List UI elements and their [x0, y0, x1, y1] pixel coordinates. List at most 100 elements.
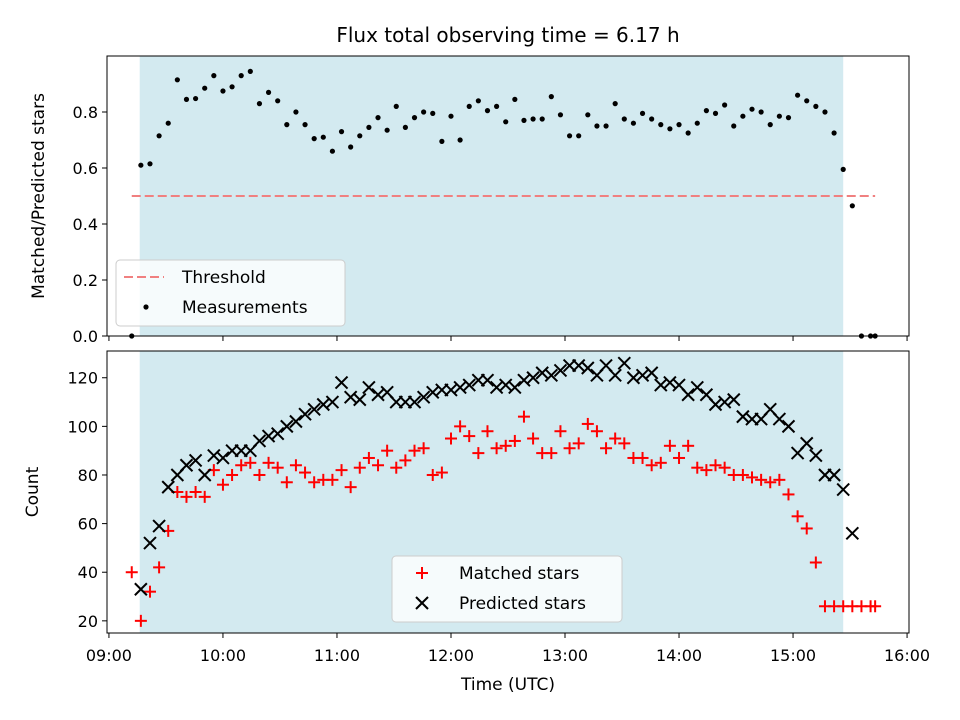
predicted-star-point	[681, 388, 695, 402]
bottom-y-label: Count	[23, 466, 43, 517]
matched-star-point	[609, 432, 622, 445]
legend-predicted-swatch	[415, 596, 429, 610]
measurement-point	[722, 102, 728, 108]
matched-star-point	[426, 468, 439, 481]
matched-star-point	[869, 600, 882, 613]
predicted-star-point	[526, 371, 540, 385]
measurement-point	[557, 112, 564, 118]
matched-star-point	[545, 447, 558, 460]
measurement-point	[804, 98, 810, 104]
matched-star-point	[782, 488, 795, 501]
measurement-point	[740, 113, 746, 119]
predicted-star-point	[617, 356, 632, 370]
measurement-point	[612, 101, 618, 107]
measurement-point	[430, 110, 436, 116]
top-panel: 0.00.20.40.60.8 Matched/Predicted stars …	[29, 55, 910, 346]
measurement-point	[484, 108, 491, 114]
matched-star-point	[764, 476, 777, 489]
matched-star-point	[472, 447, 485, 460]
matched-star-point	[153, 561, 166, 574]
figure-title: Flux total observing time = 6.17 h	[336, 23, 679, 47]
measurement-point	[621, 116, 627, 122]
predicted-star-point	[581, 361, 595, 375]
bottom-x-axis: 09:00 10:00 11:00 12:00 13:00 14:00 15:00 16:00	[86, 633, 930, 665]
measurement-point	[211, 73, 217, 79]
predicted-stars-points	[134, 356, 860, 596]
measurement-point	[466, 103, 472, 109]
predicted-star-point	[480, 373, 495, 387]
matched-star-point	[736, 468, 749, 481]
matched-star-point	[289, 459, 302, 472]
matched-star-point	[554, 425, 567, 438]
matched-star-point	[463, 430, 476, 443]
predicted-star-point	[845, 526, 860, 541]
measurement-point	[183, 96, 190, 102]
matched-star-point	[226, 468, 239, 481]
measurement-point	[338, 129, 345, 135]
y-tick-label: 0.4	[73, 215, 98, 234]
measurement-point	[320, 134, 326, 140]
measurement-point	[375, 115, 381, 121]
measurement-point	[156, 133, 162, 139]
y-tick-label: 40	[78, 563, 98, 582]
legend-threshold-label: Threshold	[181, 268, 266, 288]
predicted-star-point	[644, 366, 659, 380]
measurement-point	[539, 116, 545, 122]
predicted-star-point	[800, 436, 814, 451]
measurement-point	[630, 120, 637, 126]
measurement-point	[229, 84, 235, 90]
predicted-star-point	[809, 448, 823, 463]
predicted-star-point	[544, 368, 559, 383]
bottom-y-axis: 20 40 60 80 100 120	[67, 369, 107, 631]
measurement-point	[256, 101, 263, 107]
legend-matched-label: Matched stars	[459, 564, 579, 584]
measurement-point	[694, 120, 700, 126]
matched-star-point	[444, 432, 457, 445]
matched-star-point	[791, 510, 804, 523]
measurement-point	[329, 148, 336, 154]
measurement-point	[639, 110, 646, 116]
matched-star-point	[362, 451, 375, 464]
predicted-star-point	[727, 392, 741, 407]
measurement-point	[238, 73, 244, 79]
measurement-point	[685, 130, 691, 136]
matched-star-point	[499, 439, 512, 452]
measurement-point	[603, 123, 609, 129]
measurement-point	[247, 68, 253, 74]
measurement-point	[348, 144, 354, 150]
predicted-star-point	[216, 451, 230, 465]
matched-star-point	[299, 466, 312, 479]
matched-star-point	[408, 444, 421, 457]
measurement-point	[749, 106, 755, 112]
matched-star-point	[198, 490, 211, 503]
measurement-point	[667, 126, 673, 132]
measurement-point	[594, 123, 600, 129]
matched-star-point	[563, 442, 576, 455]
matched-star-point	[189, 486, 202, 498]
matched-star-point	[280, 476, 293, 489]
predicted-star-point	[362, 380, 376, 395]
top-axes-frame	[106, 55, 910, 337]
predicted-star-point	[772, 412, 787, 426]
matched-star-point	[308, 476, 321, 489]
y-tick-label: 120	[67, 369, 98, 388]
matched-star-point	[253, 468, 266, 481]
measurement-point	[402, 124, 408, 130]
bottom-legend-box	[391, 555, 623, 623]
matched-star-point	[381, 444, 394, 457]
matched-star-point	[216, 478, 229, 491]
measurement-point	[767, 122, 773, 128]
predicted-star-point	[353, 392, 367, 407]
measurement-point	[293, 109, 299, 115]
predicted-star-point	[827, 468, 841, 482]
top-y-label: Matched/Predicted stars	[29, 93, 49, 299]
measurement-point	[220, 88, 226, 94]
predicted-star-point	[407, 395, 422, 409]
matched-star-point	[755, 473, 768, 486]
predicted-star-point	[836, 482, 850, 497]
matched-star-point	[527, 432, 540, 445]
measurement-point	[202, 85, 208, 91]
predicted-star-point	[143, 536, 157, 550]
x-axis-label: Time (UTC)	[460, 675, 555, 695]
matched-star-point	[353, 461, 366, 474]
